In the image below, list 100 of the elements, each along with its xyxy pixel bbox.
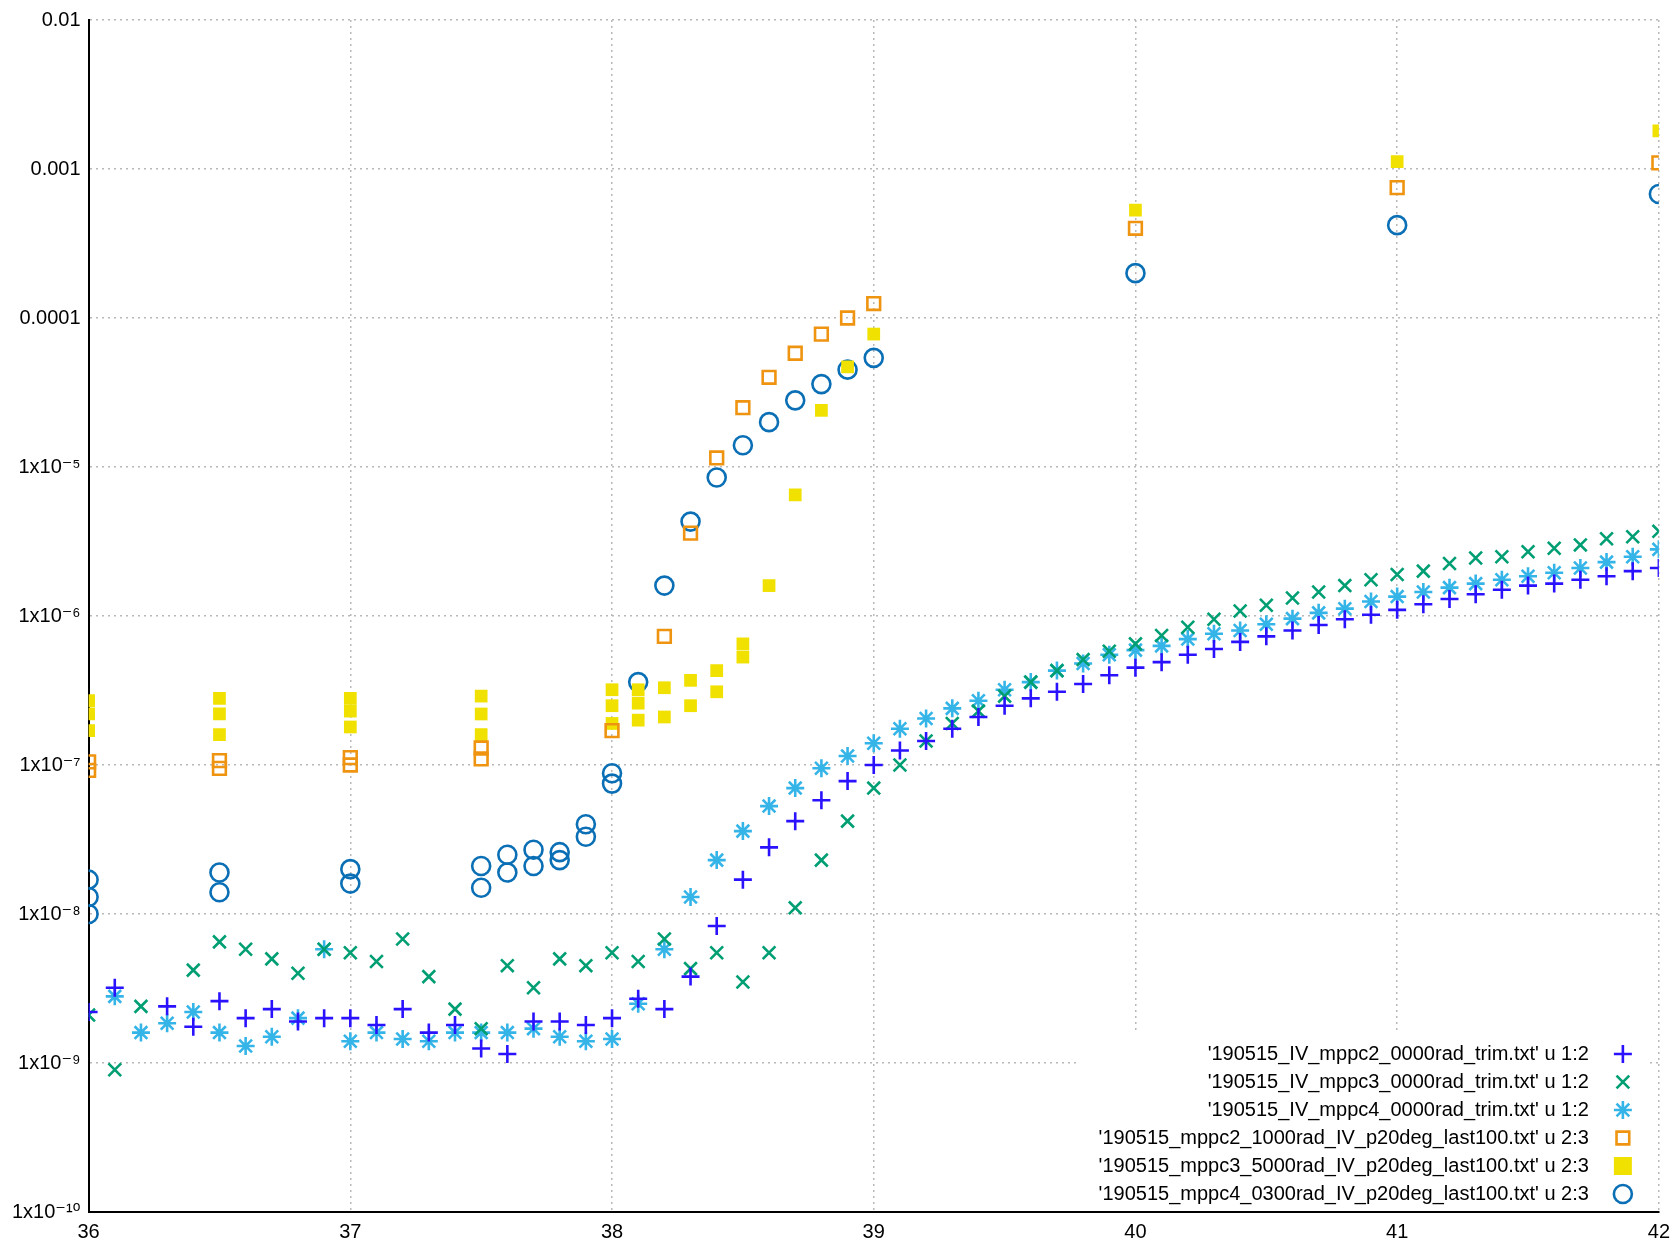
point	[1570, 569, 1591, 591]
point	[523, 1011, 544, 1032]
point	[627, 671, 649, 693]
legend-label: '190515_mppc2_1000rad_IV_p20deg_last100.txt' u 2:3	[1098, 1125, 1589, 1149]
point	[784, 777, 806, 799]
point	[680, 886, 701, 908]
point	[709, 450, 725, 466]
point	[473, 751, 489, 767]
point	[1308, 614, 1329, 636]
point	[343, 704, 357, 718]
point	[474, 689, 488, 703]
point	[1360, 604, 1382, 626]
legend-label: '190515_IV_mppc2_0000rad_trim.txt' u 1:2	[1207, 1041, 1589, 1065]
point	[549, 1011, 570, 1032]
point	[470, 1038, 492, 1059]
point	[732, 820, 754, 842]
point	[837, 359, 858, 380]
point	[209, 881, 230, 903]
point	[837, 745, 858, 767]
point	[1206, 611, 1222, 627]
point	[815, 403, 828, 417]
point	[784, 810, 806, 832]
point	[1310, 584, 1327, 600]
point	[342, 757, 358, 773]
x-tick-label: 36	[77, 1219, 100, 1242]
point	[1127, 636, 1144, 652]
point	[1101, 643, 1117, 659]
point	[787, 900, 803, 916]
point	[1129, 203, 1142, 217]
point	[340, 858, 361, 880]
y-tick-label: 1x10⁻¹⁰	[11, 1199, 81, 1222]
y-tick-label: 1x10⁻⁶	[18, 603, 81, 626]
legend-label: '190515_mppc4_0300rad_IV_p20deg_last100.txt' u 2:3	[1098, 1181, 1589, 1205]
point	[968, 706, 989, 728]
point	[211, 752, 228, 769]
point	[1491, 579, 1513, 601]
point	[497, 862, 518, 883]
point	[1258, 597, 1274, 613]
point	[788, 488, 802, 502]
point	[1441, 555, 1458, 572]
point	[1543, 573, 1565, 594]
point	[889, 740, 911, 761]
point	[366, 1014, 387, 1036]
point	[447, 1001, 463, 1017]
point	[290, 965, 306, 981]
point	[1363, 572, 1379, 588]
point	[1020, 688, 1042, 709]
point	[1229, 631, 1251, 653]
point	[604, 723, 620, 739]
point	[813, 326, 830, 342]
point	[604, 945, 620, 961]
point	[368, 953, 385, 970]
point	[343, 720, 357, 734]
point	[209, 862, 230, 883]
point	[1125, 657, 1146, 678]
point	[1494, 549, 1510, 565]
point	[497, 1022, 518, 1043]
point	[684, 673, 697, 687]
point	[1151, 651, 1172, 673]
point	[941, 718, 963, 740]
point	[915, 708, 937, 729]
point	[497, 844, 518, 866]
point	[605, 699, 619, 713]
point	[418, 1022, 440, 1043]
point	[863, 732, 885, 754]
point	[342, 750, 358, 766]
point	[1334, 598, 1356, 619]
point	[787, 345, 803, 361]
point	[575, 1014, 597, 1036]
point	[811, 758, 832, 779]
point	[499, 958, 516, 974]
point	[473, 1021, 489, 1037]
point	[1334, 609, 1356, 630]
legend-label: '190515_mppc3_5000rad_IV_p20deg_last100.txt' u 2:3	[1098, 1153, 1589, 1177]
point	[1439, 588, 1460, 610]
point	[1125, 262, 1146, 284]
point	[758, 795, 780, 817]
point	[213, 707, 226, 721]
point	[839, 813, 856, 829]
point	[1360, 591, 1382, 612]
point	[549, 849, 570, 871]
legend-label: '190515_IV_mppc3_0000rad_trim.txt' u 1:2	[1207, 1069, 1589, 1093]
x-tick-label: 39	[862, 1219, 885, 1242]
point	[706, 849, 728, 871]
point	[1389, 566, 1405, 583]
point	[735, 400, 751, 416]
point	[1520, 544, 1536, 560]
point	[130, 1022, 152, 1043]
point	[892, 757, 908, 773]
point	[133, 998, 149, 1015]
point	[209, 990, 230, 1012]
point	[342, 945, 358, 961]
point	[656, 931, 673, 947]
point	[758, 837, 780, 858]
point	[107, 1062, 123, 1078]
point	[235, 1007, 256, 1029]
legend-label: '190515_IV_mppc4_0000rad_trim.txt' u 1:2	[1207, 1097, 1589, 1121]
x-tick-label: 37	[339, 1219, 362, 1242]
point	[656, 628, 673, 645]
point	[811, 789, 832, 811]
